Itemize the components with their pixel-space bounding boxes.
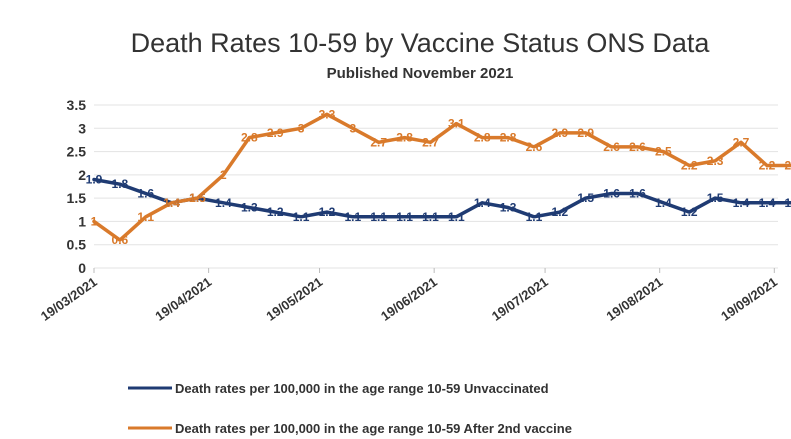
chart-subtitle: Published November 2021 (327, 65, 514, 82)
data-label-s1-16: 2.8 (500, 131, 517, 145)
data-label-s0-13: 1.1 (422, 210, 439, 224)
series-line-1 (92, 112, 791, 242)
data-label-s0-16: 1.3 (500, 200, 517, 214)
data-label-s1-10: 3 (349, 121, 356, 135)
data-label-s0-27: 1.4 (784, 196, 791, 210)
data-label-s1-9: 3.3 (319, 107, 336, 121)
x-tick-label-5: 19/08/2021 (603, 274, 665, 324)
data-label-s0-4: 1.5 (189, 191, 206, 205)
data-label-s1-19: 2.9 (577, 126, 594, 140)
data-label-s1-8: 3 (298, 121, 305, 135)
legend: Death rates per 100,000 in the age range… (128, 381, 572, 436)
data-label-s1-11: 2.7 (370, 135, 387, 149)
y-axis-ticks: 0 0.5 1 1.5 2 2.5 3 3.5 (67, 97, 87, 276)
y-tick-label-3: 1.5 (67, 190, 87, 206)
x-tick-label-3: 19/06/2021 (378, 274, 440, 324)
data-label-s0-25: 1.4 (733, 196, 750, 210)
y-tick-label-5: 2.5 (67, 144, 87, 160)
data-label-s1-26: 2.2 (759, 159, 776, 173)
data-label-s0-6: 1.3 (241, 200, 258, 214)
data-label-s0-15: 1.4 (474, 196, 491, 210)
data-label-s1-13: 2.7 (422, 135, 439, 149)
x-tick-label-2: 19/05/2021 (263, 274, 325, 324)
data-label-s1-4: 1.5 (189, 191, 206, 205)
data-labels: 1.9 1.8 1.6 1.4 1.5 1.4 1.3 1.2 1.1 1.2 1.1 1.1 1.1 1… (86, 107, 791, 247)
data-label-s1-24: 2.3 (707, 154, 724, 168)
data-label-s1-2: 1.1 (137, 210, 154, 224)
data-label-s0-3: 1.4 (163, 196, 180, 210)
data-label-s0-11: 1.1 (370, 210, 387, 224)
data-label-s1-0: 1 (91, 214, 98, 228)
data-label-s1-25: 2.7 (733, 135, 750, 149)
data-label-s0-17: 1.1 (526, 210, 543, 224)
data-label-s0-0: 1.9 (86, 173, 103, 187)
data-label-s0-21: 1.6 (629, 186, 646, 200)
data-label-s1-22: 2.5 (655, 145, 672, 159)
y-tick-label-2: 1 (78, 213, 86, 229)
data-label-s1-5: 2 (220, 168, 227, 182)
data-label-s0-20: 1.6 (603, 186, 620, 200)
legend-label-after-2nd-vaccine: Death rates per 100,000 in the age range… (175, 421, 572, 436)
data-label-s0-1: 1.8 (112, 177, 129, 191)
y-tick-label-7: 3.5 (67, 97, 87, 113)
x-tick-label-6: 19/09/2021 (718, 274, 780, 324)
data-label-s0-7: 1.2 (267, 205, 284, 219)
data-label-s0-26: 1.4 (759, 196, 776, 210)
y-tick-label-0: 0 (78, 260, 86, 276)
data-label-s0-5: 1.4 (215, 196, 232, 210)
data-label-s1-1: 0.6 (112, 233, 129, 247)
data-label-s1-7: 2.9 (267, 126, 284, 140)
data-label-s0-2: 1.6 (137, 186, 154, 200)
data-label-s1-3: 1.4 (163, 196, 180, 210)
series-lines (92, 112, 791, 242)
data-label-s0-9: 1.2 (319, 205, 336, 219)
data-label-s0-8: 1.1 (293, 210, 310, 224)
data-label-s1-15: 2.8 (474, 131, 491, 145)
x-tick-label-1: 19/04/2021 (152, 274, 214, 324)
data-label-s0-12: 1.1 (396, 210, 413, 224)
y-tick-label-6: 3 (78, 120, 86, 136)
data-label-s1-27: 2.2 (784, 159, 791, 173)
gridlines (94, 104, 778, 269)
data-label-s1-12: 2.8 (396, 131, 413, 145)
data-label-s0-24: 1.5 (707, 191, 724, 205)
data-label-s0-19: 1.5 (577, 191, 594, 205)
y-tick-label-1: 0.5 (67, 237, 87, 253)
data-label-s0-14: 1.1 (448, 210, 465, 224)
data-label-s1-6: 2.8 (241, 131, 258, 145)
data-label-s1-20: 2.6 (603, 140, 620, 154)
x-axis-ticks: 19/03/2021 19/04/2021 19/05/2021 19/06/2021… (38, 268, 780, 324)
series-line-0 (92, 177, 791, 219)
data-label-s1-17: 2.6 (526, 140, 543, 154)
data-label-s0-10: 1.1 (344, 210, 361, 224)
x-tick-label-4: 19/07/2021 (489, 274, 551, 324)
data-label-s0-18: 1.2 (552, 205, 569, 219)
legend-label-unvaccinated: Death rates per 100,000 in the age range… (175, 381, 549, 396)
y-tick-label-4: 2 (78, 167, 86, 183)
data-label-s1-23: 2.2 (681, 159, 698, 173)
x-tick-label-0: 19/03/2021 (38, 274, 100, 324)
data-label-s0-23: 1.2 (681, 205, 698, 219)
data-label-s1-18: 2.9 (552, 126, 569, 140)
data-label-s1-21: 2.6 (629, 140, 646, 154)
data-label-s0-22: 1.4 (655, 196, 672, 210)
data-label-s1-14: 3.1 (448, 117, 465, 131)
chart-title: Death Rates 10-59 by Vaccine Status ONS … (131, 28, 711, 58)
